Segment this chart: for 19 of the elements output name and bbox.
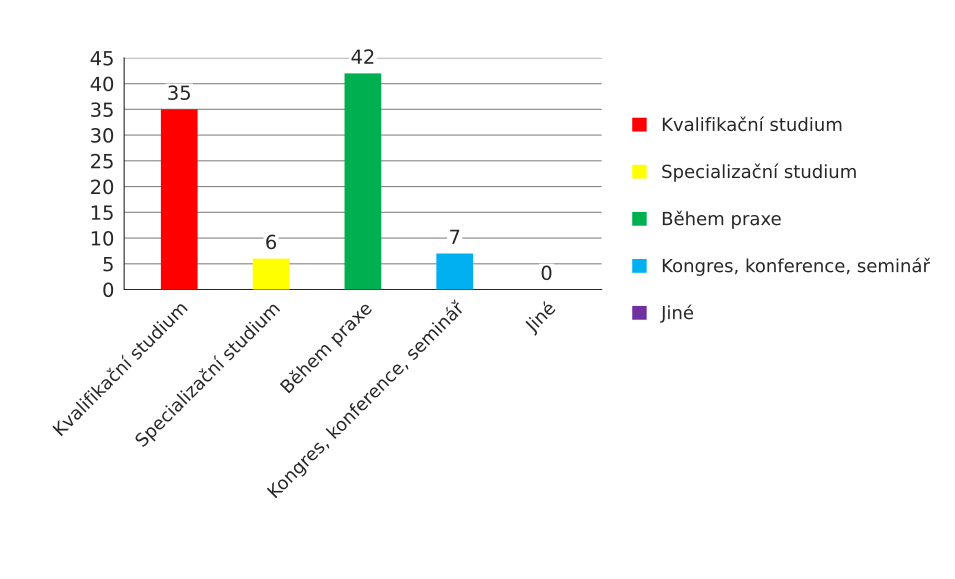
y-tick-label: 45 [90, 51, 113, 66]
y-tick-label: 20 [91, 180, 114, 194]
y-tick-label: 10 [92, 230, 114, 246]
legend-label: Během praxe [662, 210, 781, 229]
y-tick-label: 15 [92, 206, 113, 220]
data-label: 0 [542, 265, 552, 280]
legend-label: Specializační studium [662, 164, 856, 182]
y-tick-label: 25 [91, 154, 113, 168]
data-label: 7 [450, 230, 460, 244]
y-tick-label: 5 [104, 256, 113, 272]
data-label: 35 [168, 85, 190, 100]
y-tick-label: 0 [103, 282, 114, 298]
data-label: 6 [266, 234, 276, 250]
y-tick-label: 40 [90, 76, 114, 92]
y-tick-label: 35 [91, 102, 113, 118]
y-tick-label: 30 [91, 128, 114, 143]
legend-label: Kongres, konference, seminář [662, 258, 930, 276]
data-label: 42 [351, 49, 374, 64]
legend-label: Kvalifikační studium [662, 116, 842, 132]
